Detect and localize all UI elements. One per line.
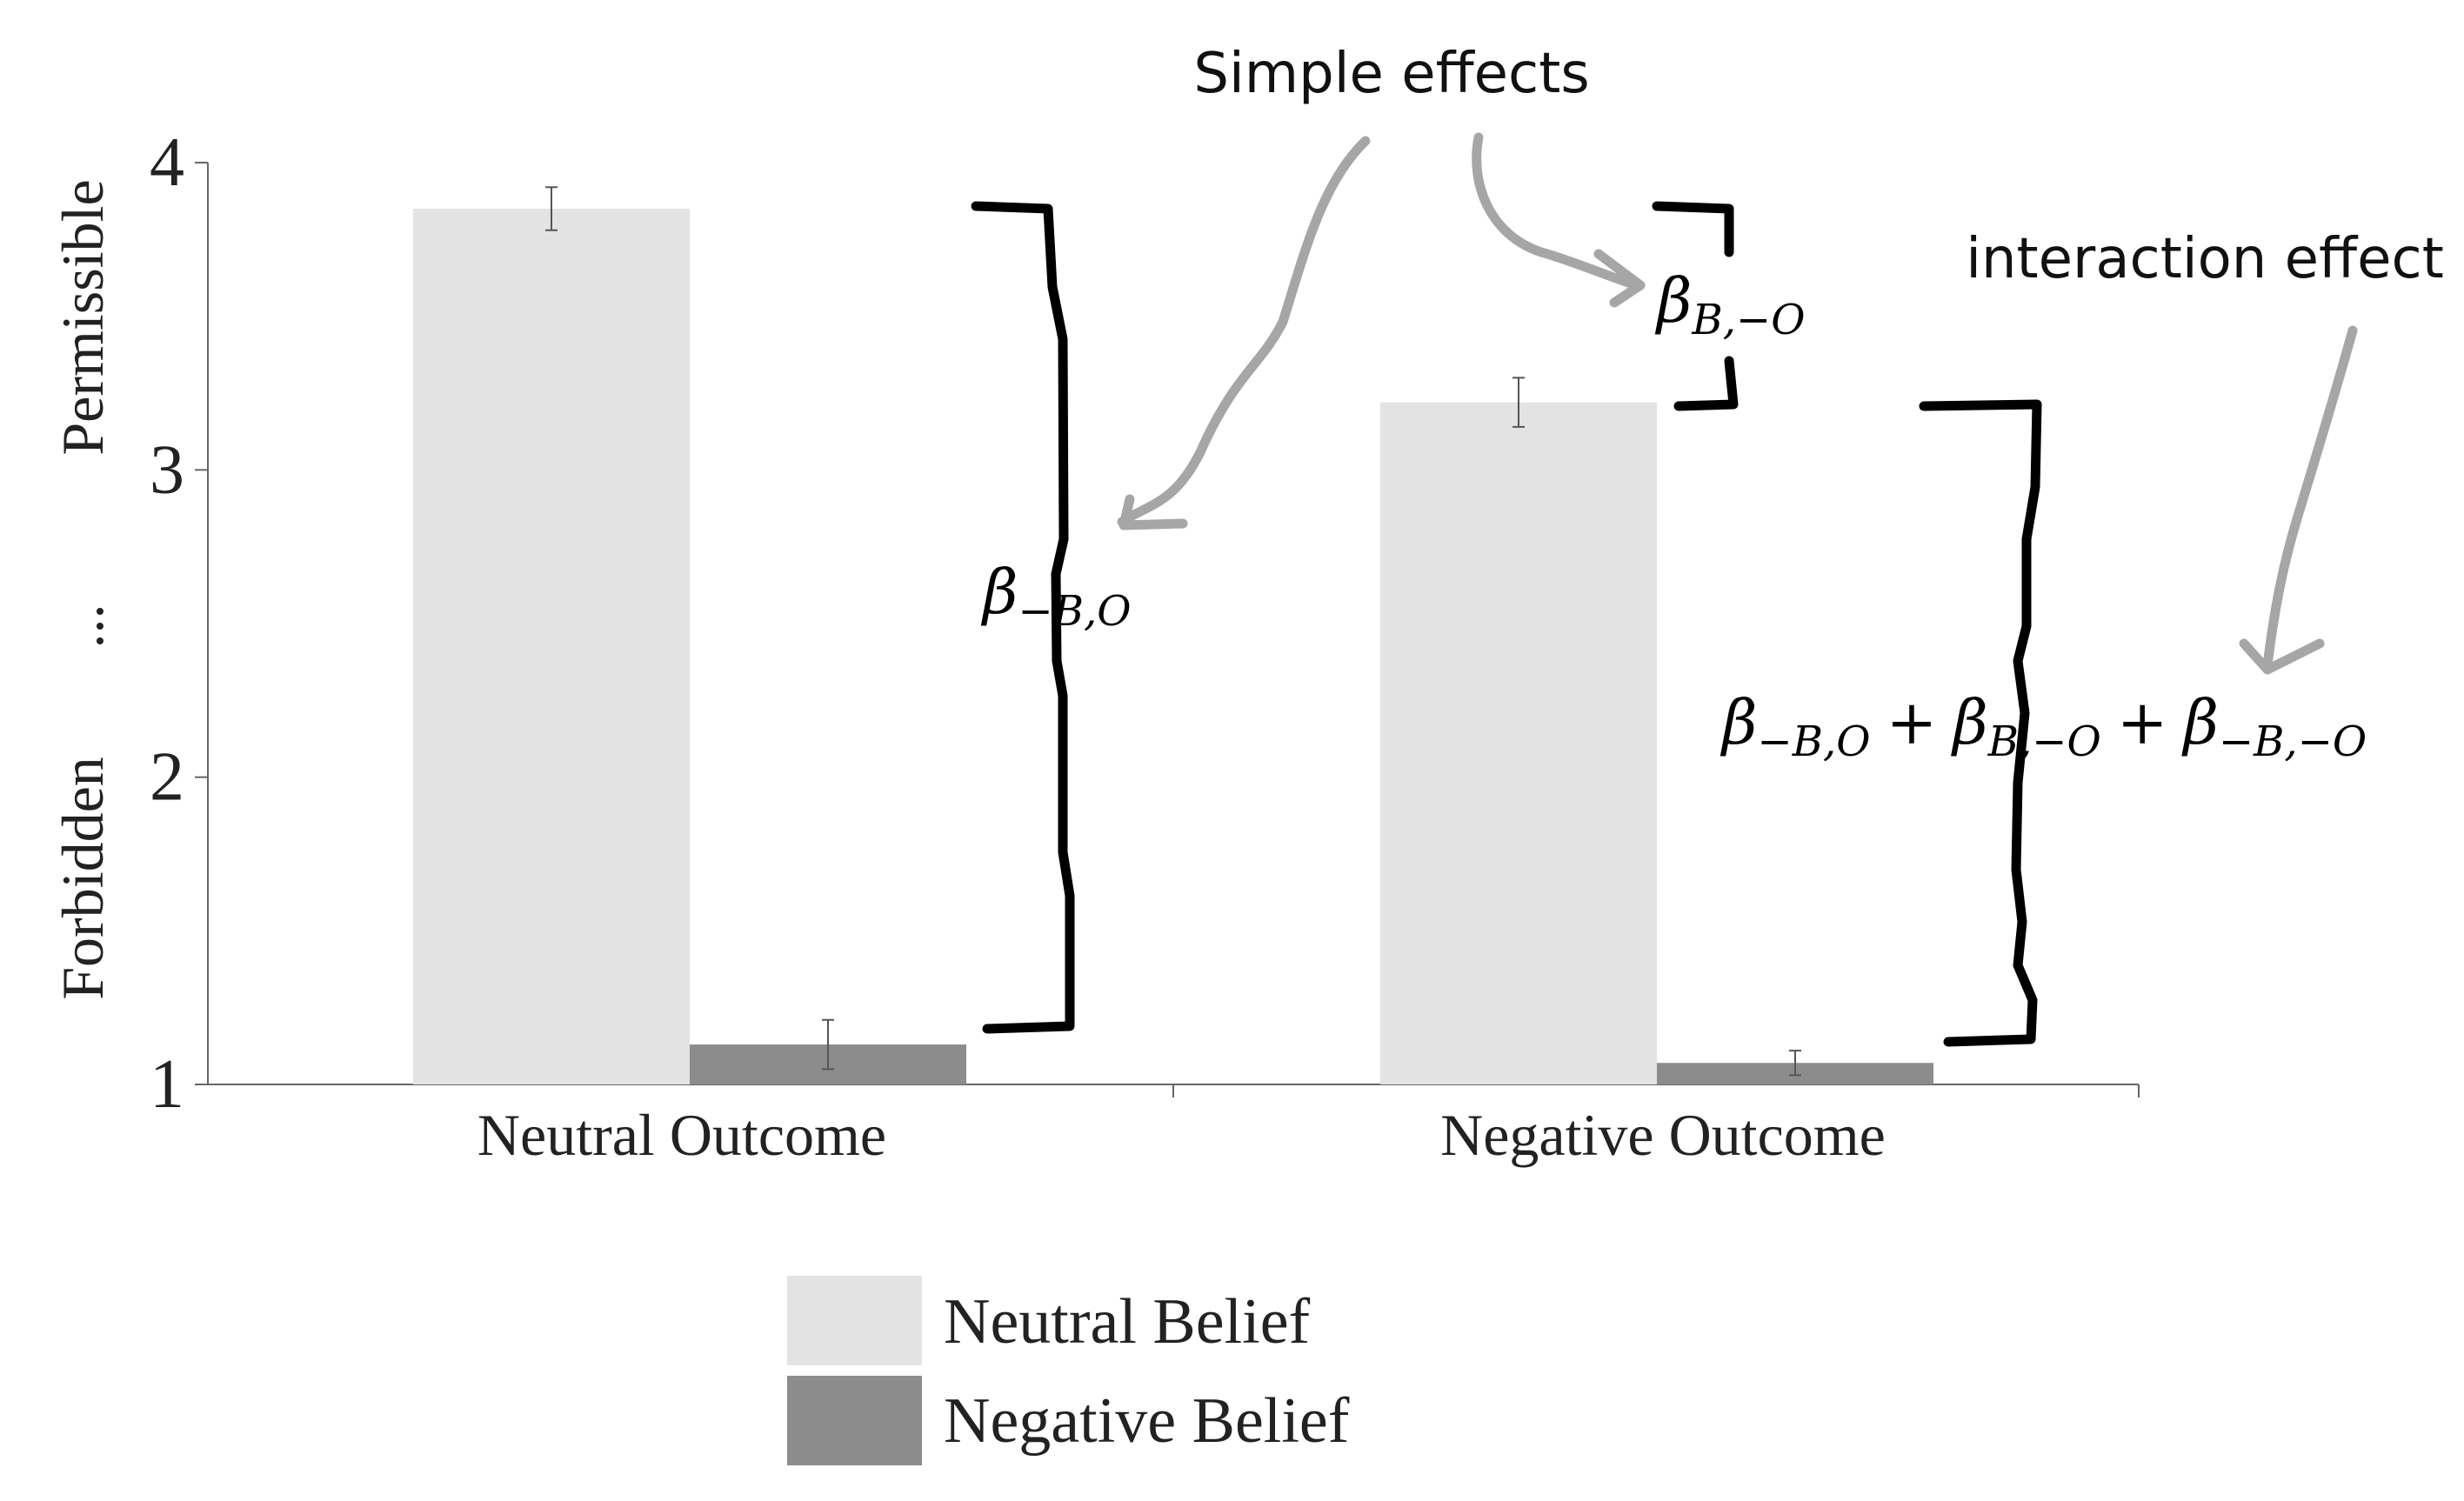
arrowhead-interaction bbox=[2239, 638, 2325, 675]
beta-symbol: β bbox=[1654, 265, 1692, 337]
error-bar-neutral-outcome-negative-belief bbox=[822, 1018, 834, 1071]
y-label-permissible: Permissible bbox=[50, 179, 116, 455]
beta-subscript: −B,O bbox=[1018, 587, 1131, 636]
arrowhead-b-neg-o bbox=[1593, 249, 1646, 308]
legend-label-neutral-belief: Neutral Belief bbox=[944, 1286, 1311, 1358]
label-interaction-effect: interaction effect bbox=[1966, 227, 2444, 291]
beta-symbol: β bbox=[1719, 687, 1757, 758]
annotation-arrows bbox=[1117, 132, 2358, 675]
error-bar-negative-outcome-negative-belief bbox=[1789, 1050, 1801, 1077]
y-tick-label: 4 bbox=[150, 124, 184, 201]
legend-swatch-neutral-belief bbox=[787, 1276, 922, 1365]
plus-sign: + bbox=[2117, 687, 2168, 758]
beta-symbol: β bbox=[2180, 687, 2218, 758]
y-tick-label: 3 bbox=[150, 431, 184, 508]
beta-b-neg-o: βB,−O bbox=[1654, 265, 1806, 344]
legend-label-negative-belief: Negative Belief bbox=[944, 1385, 1350, 1457]
error-bar-negative-outcome-neutral-belief bbox=[1512, 377, 1525, 428]
bracket-beta-neg-b-o bbox=[971, 201, 1075, 1034]
beta-sum-expression: β−B,O + βB,−O + β−B,−O bbox=[1719, 687, 2367, 766]
arrowhead-neg-b-o bbox=[1118, 494, 1188, 530]
label-simple-effects: Simple effects bbox=[1193, 42, 1589, 106]
beta-subscript: B,−O bbox=[1987, 717, 2101, 766]
y-label-forbidden: Forbidden bbox=[50, 757, 116, 1000]
beta-symbol: β bbox=[1950, 687, 1987, 758]
annotation-brackets bbox=[971, 201, 2042, 1047]
y-tick-label: 2 bbox=[150, 739, 184, 816]
x-tick-label-neutral-outcome: Neutral Outcome bbox=[477, 1102, 886, 1168]
y-ticks: 1 2 3 4 bbox=[150, 124, 208, 1123]
arrow-to-beta-b-neg-o bbox=[1472, 132, 1639, 290]
error-bars bbox=[545, 186, 1801, 1077]
bracket-interaction bbox=[1919, 399, 2042, 1047]
plus-sign: + bbox=[1886, 687, 1938, 758]
bracket-beta-b-neg-o bbox=[1652, 201, 1739, 411]
legend-swatch-negative-belief bbox=[787, 1376, 922, 1465]
arrow-to-beta-neg-b-o bbox=[1117, 136, 1371, 527]
y-label-ellipsis: ... bbox=[50, 604, 116, 649]
bar-neutral-outcome-neutral-belief bbox=[413, 209, 690, 1084]
error-bar-neutral-outcome-neutral-belief bbox=[545, 186, 558, 231]
y-tick-label: 1 bbox=[150, 1046, 184, 1123]
legend: Neutral Belief Negative Belief bbox=[787, 1276, 1350, 1465]
beta-subscript: −B,O bbox=[1757, 717, 1870, 766]
beta-symbol: β bbox=[980, 557, 1018, 628]
beta-subscript: −B,−O bbox=[2219, 717, 2367, 766]
x-tick-label-negative-outcome: Negative Outcome bbox=[1440, 1102, 1886, 1168]
bar-negative-outcome-neutral-belief bbox=[1380, 402, 1657, 1085]
beta-neg-b-o: β−B,O bbox=[980, 557, 1132, 636]
beta-subscript: B,−O bbox=[1691, 296, 1805, 344]
arrow-to-interaction bbox=[2262, 325, 2358, 670]
